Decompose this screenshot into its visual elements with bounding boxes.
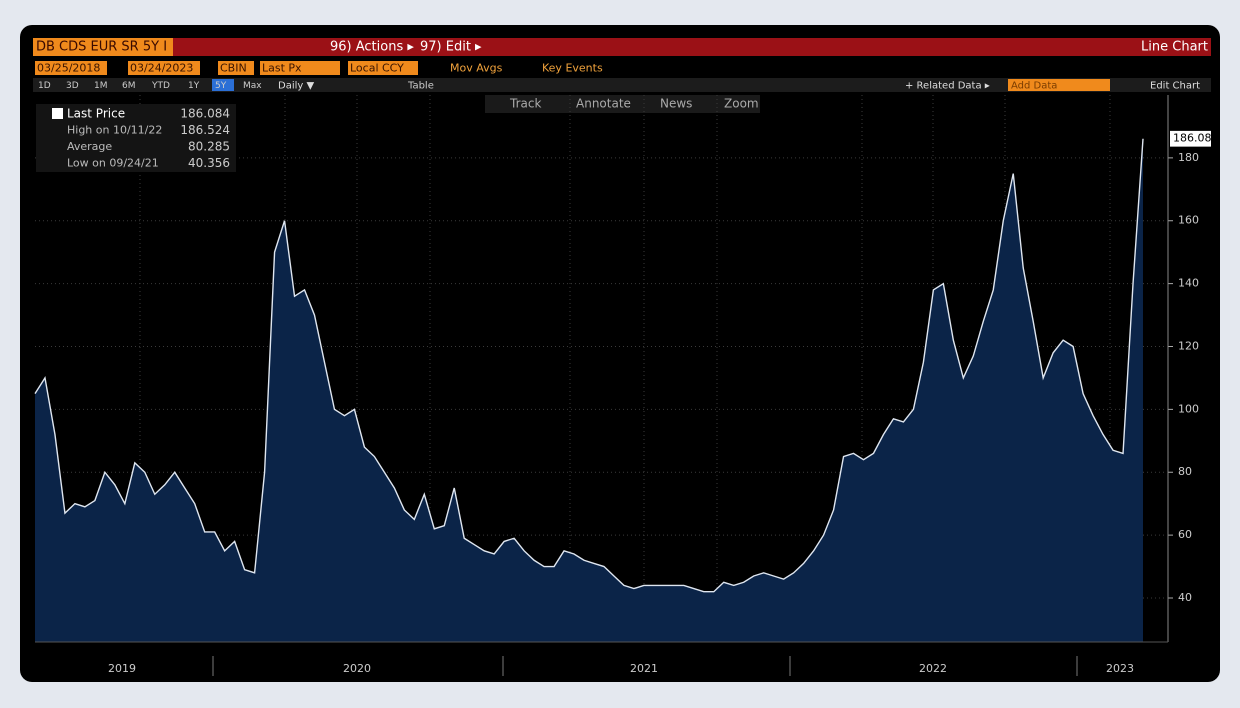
header-bar [33,38,1211,56]
active-range [212,79,234,91]
field-box[interactable] [128,61,200,75]
x-tick-label: 2023 [1106,662,1134,675]
tool[interactable]: News [660,97,692,111]
last-price-tag: 186.084 [1170,130,1219,147]
range-button[interactable]: 3D [66,81,79,91]
toolbar: Track Annotate News Zoom [485,95,760,113]
field-box[interactable] [348,61,418,75]
legend-name: Low on 09/24/21 [67,157,159,170]
tool[interactable]: Track [509,97,541,111]
security: DB CDS EUR SR 5Y I [36,40,167,55]
key-events[interactable]: Key Events [542,62,603,75]
tool[interactable]: Zoom [724,97,759,111]
range-button[interactable]: 1D [38,81,51,91]
legend-name: Average [67,140,112,153]
range-button[interactable]: 6M [122,81,136,91]
chart-type: Line Chart [1141,40,1208,55]
y-tick-label: 80 [1178,465,1192,478]
legend-value: 40.356 [188,156,230,170]
table[interactable]: Table [407,81,434,92]
field-box[interactable] [218,61,254,75]
range-button[interactable]: 1Y [188,81,200,91]
field-text[interactable]: 03/24/2023 [130,62,193,75]
mov-avgs[interactable]: Mov Avgs [450,62,503,75]
range-button[interactable]: 5Y [215,81,227,91]
x-tick-label: 2020 [343,662,371,675]
field-box[interactable] [35,61,107,75]
add-data[interactable]: Add Data [1011,81,1057,92]
settings-row: 03/25/2018 03/24/2023 CBIN Last Px Local CCY… [35,61,603,75]
legend-value: 186.084 [180,107,230,121]
plot: 40 60 80 100 120 140 160 180 186.084 2019 2020 2021… [34,95,1219,676]
y-tick-label: 60 [1178,528,1192,541]
field-box[interactable] [260,61,340,75]
add-box[interactable] [1008,79,1110,91]
field-text[interactable]: Local CCY [350,62,404,75]
toolbar-bg [485,95,760,113]
period[interactable]: Daily ▼ [278,81,314,92]
legend-swatch [52,108,63,119]
legend-value: 186.524 [180,123,230,137]
x-tick-label: 2019 [108,662,136,675]
related[interactable]: + Related Data ▸ [905,81,990,92]
field-text[interactable]: CBIN [220,62,247,75]
legend-bg [36,104,236,172]
range-button[interactable]: Max [243,81,262,91]
y-tick-label: 160 [1178,214,1199,227]
legend-value: 80.285 [188,140,230,154]
y-tick-label: 180 [1178,151,1199,164]
legend-name: Last Price [67,107,125,121]
button-bar [33,78,1211,92]
last-price-label: 186.084 [1173,132,1219,145]
y-tick-label: 140 [1178,277,1199,290]
area [35,138,1143,642]
x-tick-label: 2021 [630,662,658,675]
legend: Last Price 186.084 High on 10/11/22 186.524… [36,104,236,172]
range-button[interactable]: YTD [151,81,170,91]
tool[interactable]: Annotate [576,97,631,111]
range-button[interactable]: 1M [94,81,108,91]
field-text[interactable]: Last Px [262,62,302,75]
y-tick-label: 40 [1178,591,1192,604]
y-tick-label: 100 [1178,402,1199,415]
line [34,138,1144,593]
field-text[interactable]: 03/25/2018 [37,62,100,75]
y-tick-label: 120 [1178,339,1199,352]
edit[interactable]: 97) Edit ▸ [420,40,482,55]
legend-name: High on 10/11/22 [67,124,162,137]
edit-chart[interactable]: Edit Chart [1150,81,1200,92]
last-price-box [1170,130,1211,147]
x-tick-label: 2022 [919,662,947,675]
security-box [33,38,173,56]
actions[interactable]: 96) Actions ▸ [330,40,414,55]
button-row: 1D 3D 1M 6M YTD 1Y 5Y Max Daily ▼ Table + Related … [33,78,1211,92]
